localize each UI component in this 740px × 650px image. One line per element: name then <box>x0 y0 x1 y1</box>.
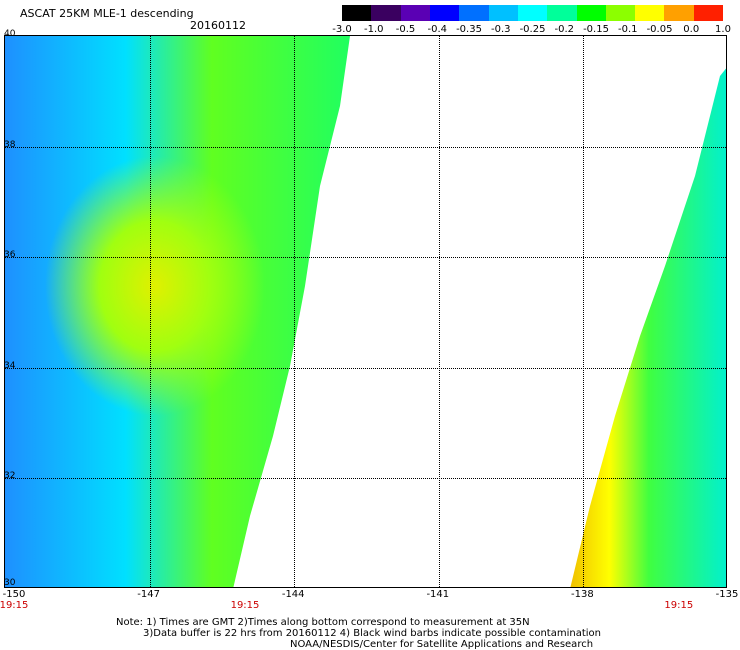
grid-parallel <box>5 367 726 369</box>
colorbar-label: -1.0 <box>363 24 384 35</box>
scatterometer-swaths <box>5 36 726 587</box>
grid-parallel <box>5 257 726 259</box>
colorbar-label: -0.35 <box>456 24 482 35</box>
lon-tick-label: -141 <box>426 589 450 600</box>
lon-tick-label: -135 <box>715 589 739 600</box>
grid-parallel <box>5 478 726 480</box>
colorbar-segment <box>371 5 401 21</box>
colorbar-label: -0.25 <box>519 24 546 35</box>
colorbar-label: -0.5 <box>395 24 416 35</box>
colorbar-segment <box>429 5 460 21</box>
colorbar-segment <box>547 5 577 21</box>
colorbar-label: -3.0 <box>332 24 352 35</box>
colorbar-label: -0.4 <box>427 24 448 35</box>
swath-time-label: 19:15 <box>230 600 260 611</box>
east-swath <box>570 68 726 587</box>
grid-parallel <box>5 146 726 148</box>
colorbar-label: -0.15 <box>583 24 609 35</box>
map-date: 20160112 <box>190 19 246 32</box>
note-line-3: NOAA/NESDIS/Center for Satellite Applica… <box>290 639 594 650</box>
colorbar <box>342 5 724 21</box>
lat-tick-label: 30 <box>4 578 16 588</box>
colorbar-label: -0.05 <box>646 24 673 35</box>
colorbar-segment <box>693 5 724 21</box>
colorbar-segment <box>664 5 694 21</box>
lat-tick-label: 34 <box>4 360 16 371</box>
colorbar-label: -0.3 <box>490 24 511 35</box>
grid-meridian <box>583 36 585 587</box>
colorbar-label: 0.0 <box>683 24 700 35</box>
colorbar-segment <box>635 5 665 21</box>
map-plot <box>4 35 727 588</box>
colorbar-label: -0.1 <box>617 24 638 35</box>
colorbar-labels: -3.0 -1.0 -0.5 -0.4 -0.35 -0.3 -0.25 -0.2 -0.15-… <box>330 24 740 38</box>
grid-meridian <box>294 36 296 587</box>
colorbar-segment <box>459 5 489 21</box>
colorbar-segment <box>400 5 430 21</box>
colorbar-segment <box>576 5 606 21</box>
colorbar-label: 1.0 <box>715 24 731 35</box>
colorbar-segment <box>517 5 548 21</box>
lon-tick-label: -150 <box>2 589 26 600</box>
lon-tick-label: -138 <box>571 589 594 600</box>
swath-time-label: 19:15 <box>664 600 694 611</box>
colorbar-segment <box>342 5 372 21</box>
swath-time-label: 19:15 <box>0 600 29 611</box>
colorbar-segment <box>605 5 636 21</box>
note-line-2: 3)Data buffer is 22 hrs from 20160112 4)… <box>143 628 601 639</box>
lon-tick-label: -144 <box>281 589 305 600</box>
grid-meridian <box>438 36 440 587</box>
note-line-1: Note: 1) Times are GMT 2)Times along bot… <box>116 617 530 628</box>
high-value-patch <box>45 156 265 416</box>
lat-tick-label: 40 <box>4 29 16 39</box>
colorbar-label: -0.2 <box>554 24 575 35</box>
lat-tick-label: 32 <box>4 471 16 482</box>
grid-meridian <box>149 36 151 587</box>
colorbar-segment <box>488 5 518 21</box>
map-title: ASCAT 25KM MLE-1 descending <box>20 7 194 20</box>
lat-tick-label: 36 <box>4 250 16 261</box>
lon-tick-label: -147 <box>137 589 160 600</box>
lat-tick-label: 38 <box>4 139 16 150</box>
